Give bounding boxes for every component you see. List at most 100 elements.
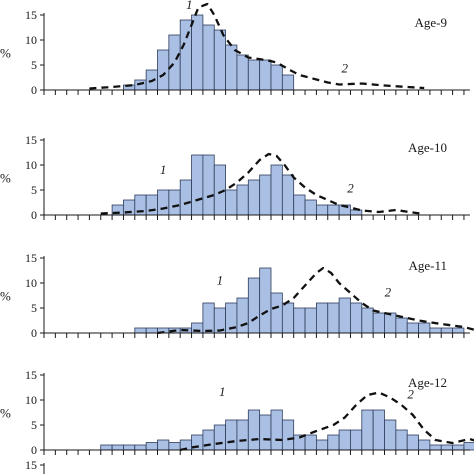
histogram-bar — [395, 429, 408, 451]
y-tick-label: 5 — [31, 58, 37, 72]
histogram-bar — [440, 444, 454, 451]
histogram-bar — [213, 29, 227, 91]
panel-title: Age-12 — [408, 375, 447, 390]
y-axis-label: % — [0, 171, 11, 186]
histogram-bar — [338, 429, 351, 451]
histogram-bar — [384, 312, 397, 334]
histogram-bar — [247, 179, 261, 216]
histogram-bar — [134, 327, 147, 334]
y-tick-label: 15 — [25, 368, 37, 382]
histogram-bar — [236, 419, 249, 451]
curve-2 — [89, 2, 425, 90]
histogram-bar — [202, 154, 215, 216]
y-tick-label: 15 — [25, 8, 37, 22]
histogram-bar — [281, 74, 295, 91]
histogram-bar — [315, 204, 329, 216]
histogram-bar — [304, 199, 317, 216]
histogram-bar — [202, 24, 215, 91]
curve-label-1: 1 — [219, 384, 226, 399]
curve-label-2: 2 — [407, 387, 414, 402]
histogram-bar — [168, 189, 181, 216]
histogram-bar — [372, 409, 385, 451]
histogram-bar — [134, 79, 147, 91]
histogram-bar — [293, 307, 306, 334]
histogram-bar — [327, 204, 340, 216]
histogram-bar — [463, 442, 474, 451]
histogram-bar — [191, 154, 204, 216]
histogram-bar — [259, 59, 272, 91]
histogram-bar — [361, 307, 374, 334]
histogram-bar — [179, 179, 192, 216]
histogram-bar — [293, 194, 306, 216]
histogram-bar — [270, 164, 283, 216]
panel-title: Age-9 — [415, 15, 448, 30]
histogram-bar — [259, 267, 272, 334]
y-tick-label: 5 — [31, 418, 37, 432]
histogram-bar — [429, 327, 442, 334]
histogram-bar — [270, 409, 283, 451]
panel-title: Age-11 — [408, 258, 447, 273]
panel-title: Age-10 — [408, 140, 447, 155]
histogram-bar — [418, 439, 431, 451]
histogram-bar — [168, 442, 181, 451]
y-tick-label: 0 — [31, 83, 37, 97]
histogram-bar — [406, 434, 419, 451]
y-tick-label: 0 — [31, 326, 37, 340]
y-tick-label: 10 — [25, 393, 37, 407]
y-tick-label: 10 — [25, 33, 37, 47]
histogram-bar — [145, 327, 158, 334]
curve-label-2: 2 — [347, 181, 354, 196]
histogram-bar — [259, 414, 272, 451]
histogram-bar — [281, 419, 295, 451]
histogram-bar — [259, 174, 272, 216]
histogram-bar — [225, 419, 238, 451]
histogram-bar — [350, 302, 363, 334]
histogram-bar — [304, 434, 317, 451]
y-axis-label: % — [0, 406, 11, 421]
y-axis-label: % — [0, 46, 11, 61]
histogram-bar — [281, 174, 295, 216]
histogram-bar — [157, 439, 170, 451]
histogram-bar — [418, 322, 431, 334]
histogram-bar — [384, 419, 397, 451]
histogram-bar — [202, 302, 215, 334]
histogram-bar — [202, 429, 215, 451]
histogram-bar — [100, 444, 113, 451]
histogram-bar — [372, 312, 385, 334]
histogram-bar — [304, 307, 317, 334]
histogram-bar — [236, 184, 249, 216]
histogram-bar — [157, 189, 170, 216]
histogram-bar — [111, 444, 124, 451]
curve-label-1: 1 — [217, 273, 224, 288]
histogram-bar — [350, 429, 363, 451]
histogram-bar — [315, 439, 329, 451]
histogram-bar — [134, 444, 147, 451]
histogram-bar — [236, 54, 249, 91]
y-tick-label: 10 — [25, 158, 37, 172]
histogram-bar — [429, 444, 442, 451]
y-tick-label: 15 — [25, 133, 37, 147]
histogram-bar — [361, 409, 374, 451]
histogram-bar — [225, 189, 238, 216]
y-tick-label: 0 — [31, 443, 37, 457]
histogram-bar — [247, 59, 261, 91]
y-axis-label: % — [0, 289, 11, 304]
histogram-bar — [452, 327, 465, 334]
histogram-bar — [123, 444, 136, 451]
y-tick-label: 5 — [31, 301, 37, 315]
histogram-bar — [327, 302, 340, 334]
histogram-bar — [338, 297, 351, 334]
curve-label-1: 1 — [160, 162, 167, 177]
histogram-bar — [270, 292, 283, 334]
histogram-bar — [236, 297, 249, 334]
y-tick-label: 0 — [31, 208, 37, 222]
histogram-bar — [145, 442, 158, 451]
curve-label-2: 2 — [385, 285, 392, 300]
histogram-bar — [395, 317, 408, 334]
histogram-bar — [247, 277, 261, 334]
curve-2 — [157, 266, 474, 335]
histogram-bar — [406, 322, 419, 334]
histogram-bar — [191, 14, 204, 91]
histogram-bar — [247, 409, 261, 451]
